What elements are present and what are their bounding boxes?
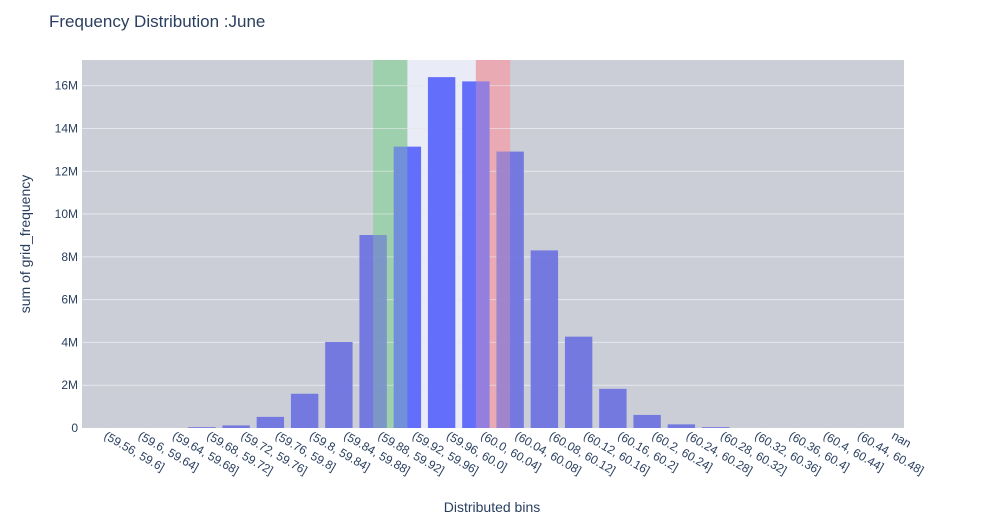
bar[interactable] <box>188 427 216 428</box>
x-axis-label: Distributed bins <box>444 499 541 515</box>
bar[interactable] <box>667 424 696 428</box>
bar[interactable] <box>462 81 490 428</box>
bar[interactable] <box>599 388 627 428</box>
bar[interactable] <box>633 414 661 428</box>
y-tick-label: 4M <box>61 335 78 349</box>
gridlines <box>82 85 904 386</box>
bar[interactable] <box>530 250 559 428</box>
y-tick-label: 10M <box>55 207 78 221</box>
bar[interactable] <box>496 151 524 429</box>
chart-title: Frequency Distribution :June <box>49 12 266 31</box>
bar[interactable] <box>427 77 456 429</box>
y-axis: 0 2M 4M 6M 8M 10M 12M 14M 16M <box>55 79 79 435</box>
bars <box>188 60 730 429</box>
bar[interactable] <box>222 425 250 428</box>
bar[interactable] <box>359 235 387 428</box>
y-tick-label: 16M <box>55 79 78 93</box>
bar[interactable] <box>325 341 353 428</box>
y-tick-label: 0 <box>71 421 78 435</box>
y-axis-label: sum of grid_frequency <box>17 175 33 314</box>
highlight-band-overlay-2 <box>475 60 511 428</box>
bar[interactable] <box>564 336 593 428</box>
x-axis: (59.56, 59.6](59.6, 59.64](59.64, 59.68]… <box>102 428 927 477</box>
y-tick-label: 12M <box>55 164 78 178</box>
y-tick-label: 14M <box>55 121 78 135</box>
y-tick-label: 8M <box>61 250 78 264</box>
bar[interactable] <box>256 416 285 428</box>
bar[interactable] <box>701 427 730 428</box>
bar[interactable] <box>393 146 422 428</box>
y-tick-label: 6M <box>61 293 78 307</box>
highlight-band-overlay-0 <box>373 60 408 428</box>
bar[interactable] <box>290 393 319 428</box>
y-tick-label: 2M <box>61 378 78 392</box>
